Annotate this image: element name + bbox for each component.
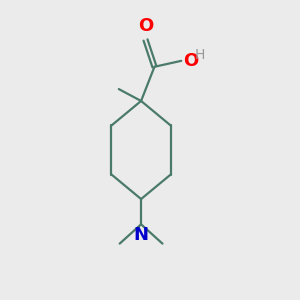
Text: O: O: [183, 52, 198, 70]
Text: H: H: [195, 49, 205, 62]
Text: O: O: [138, 17, 153, 35]
Text: N: N: [134, 226, 148, 244]
